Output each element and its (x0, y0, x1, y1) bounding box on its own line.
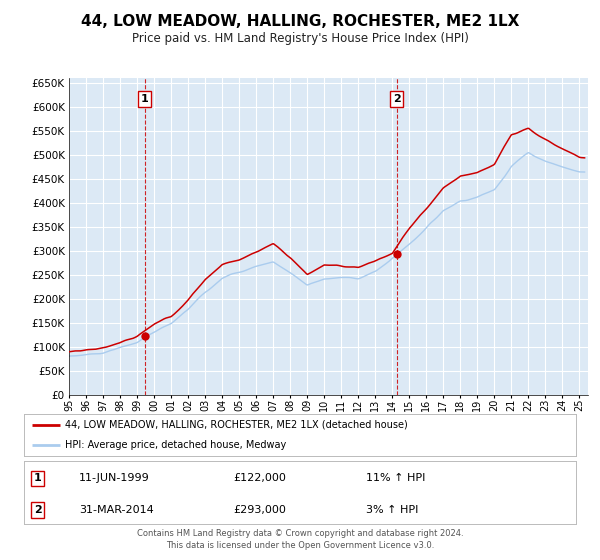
Text: 2: 2 (392, 94, 400, 104)
Text: 44, LOW MEADOW, HALLING, ROCHESTER, ME2 1LX (detached house): 44, LOW MEADOW, HALLING, ROCHESTER, ME2 … (65, 420, 408, 430)
Text: HPI: Average price, detached house, Medway: HPI: Average price, detached house, Medw… (65, 440, 287, 450)
Text: £122,000: £122,000 (234, 473, 287, 483)
Text: Contains HM Land Registry data © Crown copyright and database right 2024.
This d: Contains HM Land Registry data © Crown c… (137, 529, 463, 550)
Text: 2: 2 (34, 505, 41, 515)
Text: 11-JUN-1999: 11-JUN-1999 (79, 473, 150, 483)
Text: 3% ↑ HPI: 3% ↑ HPI (366, 505, 419, 515)
Text: 31-MAR-2014: 31-MAR-2014 (79, 505, 154, 515)
Text: £293,000: £293,000 (234, 505, 287, 515)
Text: 1: 1 (34, 473, 41, 483)
Text: Price paid vs. HM Land Registry's House Price Index (HPI): Price paid vs. HM Land Registry's House … (131, 32, 469, 45)
Text: 11% ↑ HPI: 11% ↑ HPI (366, 473, 425, 483)
Text: 1: 1 (141, 94, 149, 104)
Text: 44, LOW MEADOW, HALLING, ROCHESTER, ME2 1LX: 44, LOW MEADOW, HALLING, ROCHESTER, ME2 … (81, 14, 519, 29)
